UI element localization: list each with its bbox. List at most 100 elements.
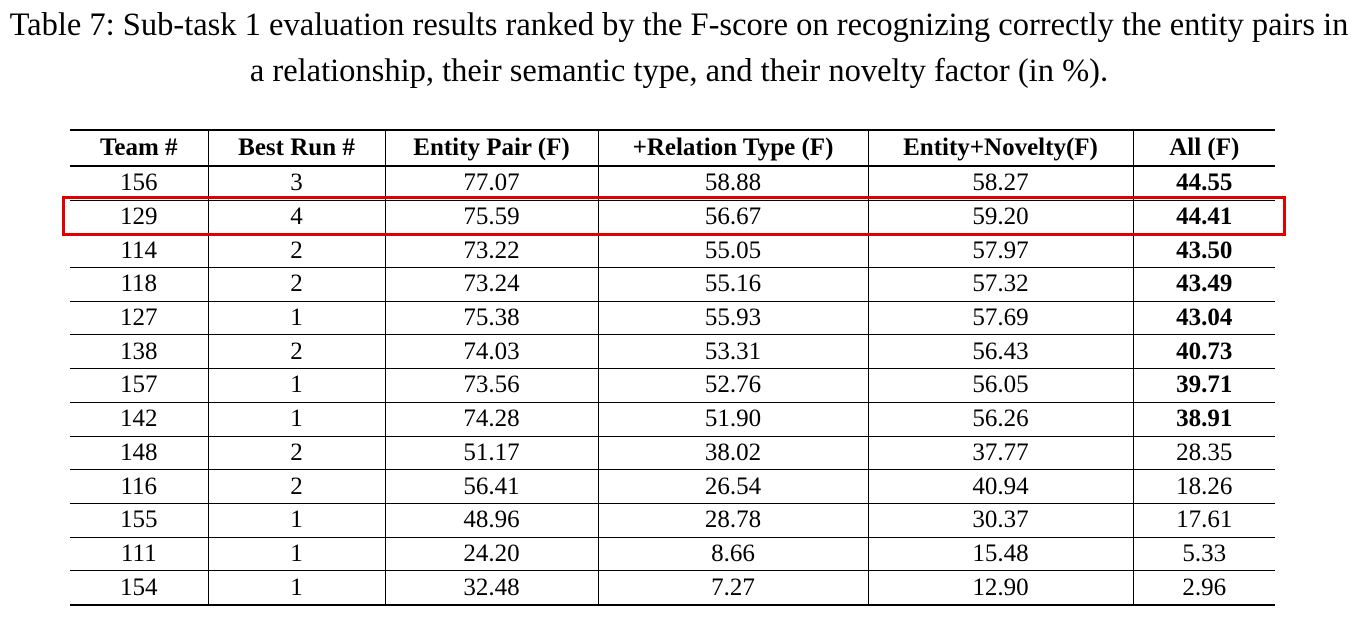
table-row: 142 1 74.28 51.90 56.26 38.91: [70, 402, 1275, 437]
header-cell: Team #: [70, 129, 208, 167]
table-cell: 56.41: [384, 469, 598, 504]
table-cell: 58.27: [867, 166, 1133, 201]
table-cell: 157: [70, 368, 208, 403]
table-row: 116 2 56.41 26.54 40.94 18.26: [70, 469, 1275, 504]
results-table: Team # Best Run # Entity Pair (F) +Relation…: [70, 129, 1275, 606]
table-cell: 142: [70, 402, 208, 437]
table-cell: 114: [70, 233, 208, 269]
table-cell: 57.69: [867, 301, 1133, 336]
table-cell: 38.02: [597, 436, 868, 471]
table-cell: 17.61: [1132, 503, 1275, 538]
table-cell: 48.96: [384, 503, 598, 538]
table-cell: 154: [70, 570, 208, 606]
table-row: 129 4 75.59 56.67 59.20 44.41: [70, 200, 1275, 235]
table-cell: 40.73: [1132, 334, 1275, 370]
table-cell: 37.77: [867, 436, 1133, 471]
table-cell: 26.54: [597, 469, 868, 504]
table-cell: 3: [207, 166, 385, 201]
table-cell: 75.38: [384, 301, 598, 336]
header-cell: Best Run #: [207, 129, 385, 167]
table-cell: 55.05: [597, 233, 868, 269]
table-cell: 118: [70, 267, 208, 302]
table-cell: 73.56: [384, 368, 598, 403]
table-cell: 38.91: [1132, 402, 1275, 437]
table-cell: 58.88: [597, 166, 868, 201]
table-cell: 55.16: [597, 267, 868, 302]
table-row: 154 1 32.48 7.27 12.90 2.96: [70, 570, 1275, 606]
table-cell: 73.22: [384, 233, 598, 269]
table-cell: 59.20: [867, 200, 1133, 235]
table-cell: 43.49: [1132, 267, 1275, 302]
table-cell: 44.55: [1132, 166, 1275, 201]
header-cell: All (F): [1132, 129, 1275, 167]
table-cell: 73.24: [384, 267, 598, 302]
table-cell: 1: [207, 301, 385, 336]
table-cell: 24.20: [384, 537, 598, 572]
table-cell: 155: [70, 503, 208, 538]
table-cell: 156: [70, 166, 208, 201]
table-cell: 30.37: [867, 503, 1133, 538]
table-cell: 28.35: [1132, 436, 1275, 471]
table-cell: 57.32: [867, 267, 1133, 302]
table-row: 127 1 75.38 55.93 57.69 43.04: [70, 301, 1275, 336]
table-cell: 129: [70, 200, 208, 235]
table-cell: 116: [70, 469, 208, 504]
table-cell: 1: [207, 503, 385, 538]
table-cell: 52.76: [597, 368, 868, 403]
table-cell: 43.04: [1132, 301, 1275, 336]
table-cell: 2.96: [1132, 570, 1275, 606]
table-cell: 148: [70, 436, 208, 471]
table-row: 111 1 24.20 8.66 15.48 5.33: [70, 537, 1275, 572]
table-cell: 53.31: [597, 334, 868, 370]
table-row: 157 1 73.56 52.76 56.05 39.71: [70, 368, 1275, 403]
table-cell: 111: [70, 537, 208, 572]
table-cell: 74.03: [384, 334, 598, 370]
table-cell: 28.78: [597, 503, 868, 538]
table-cell: 56.67: [597, 200, 868, 235]
table-cell: 43.50: [1132, 233, 1275, 269]
table-cell: 1: [207, 537, 385, 572]
table-cell: 1: [207, 570, 385, 606]
header-cell: +Relation Type (F): [597, 129, 868, 167]
table-cell: 15.48: [867, 537, 1133, 572]
table-cell: 74.28: [384, 402, 598, 437]
table-cell: 51.90: [597, 402, 868, 437]
header-row: Team # Best Run # Entity Pair (F) +Relation…: [70, 129, 1275, 167]
table-cell: 56.26: [867, 402, 1133, 437]
table-cell: 138: [70, 334, 208, 370]
table-cell: 39.71: [1132, 368, 1275, 403]
table-cell: 77.07: [384, 166, 598, 201]
table-cell: 40.94: [867, 469, 1133, 504]
table-cell: 57.97: [867, 233, 1133, 269]
table-cell: 2: [207, 267, 385, 302]
table-row: 138 2 74.03 53.31 56.43 40.73: [70, 334, 1275, 370]
table-cell: 56.43: [867, 334, 1133, 370]
table-cell: 12.90: [867, 570, 1133, 606]
table-cell: 2: [207, 436, 385, 471]
table-body: 156 3 77.07 58.88 58.27 44.55 129 4 75.59 56.67 59…: [70, 166, 1275, 606]
table-cell: 2: [207, 233, 385, 269]
table-cell: 55.93: [597, 301, 868, 336]
table-row: 114 2 73.22 55.05 57.97 43.50: [70, 233, 1275, 269]
table-cell: 51.17: [384, 436, 598, 471]
table-cell: 2: [207, 469, 385, 504]
table-cell: 7.27: [597, 570, 868, 606]
table-row: 155 1 48.96 28.78 30.37 17.61: [70, 503, 1275, 538]
table-caption: Table 7: Sub-task 1 evaluation results r…: [9, 7, 1349, 89]
highlight-box: [62, 196, 1286, 236]
table-cell: 56.05: [867, 368, 1133, 403]
table-row: 156 3 77.07 58.88 58.27 44.55: [70, 166, 1275, 201]
table-cell: 1: [207, 402, 385, 437]
table-cell: 1: [207, 368, 385, 403]
table-row: 148 2 51.17 38.02 37.77 28.35: [70, 436, 1275, 471]
table-row: 118 2 73.24 55.16 57.32 43.49: [70, 267, 1275, 302]
table-cell: 127: [70, 301, 208, 336]
table-cell: 8.66: [597, 537, 868, 572]
header-cell: Entity+Novelty(F): [867, 129, 1133, 167]
table-cell: 5.33: [1132, 537, 1275, 572]
table-cell: 32.48: [384, 570, 598, 606]
table-cell: 2: [207, 334, 385, 370]
table-cell: 18.26: [1132, 469, 1275, 504]
header-cell: Entity Pair (F): [384, 129, 598, 167]
